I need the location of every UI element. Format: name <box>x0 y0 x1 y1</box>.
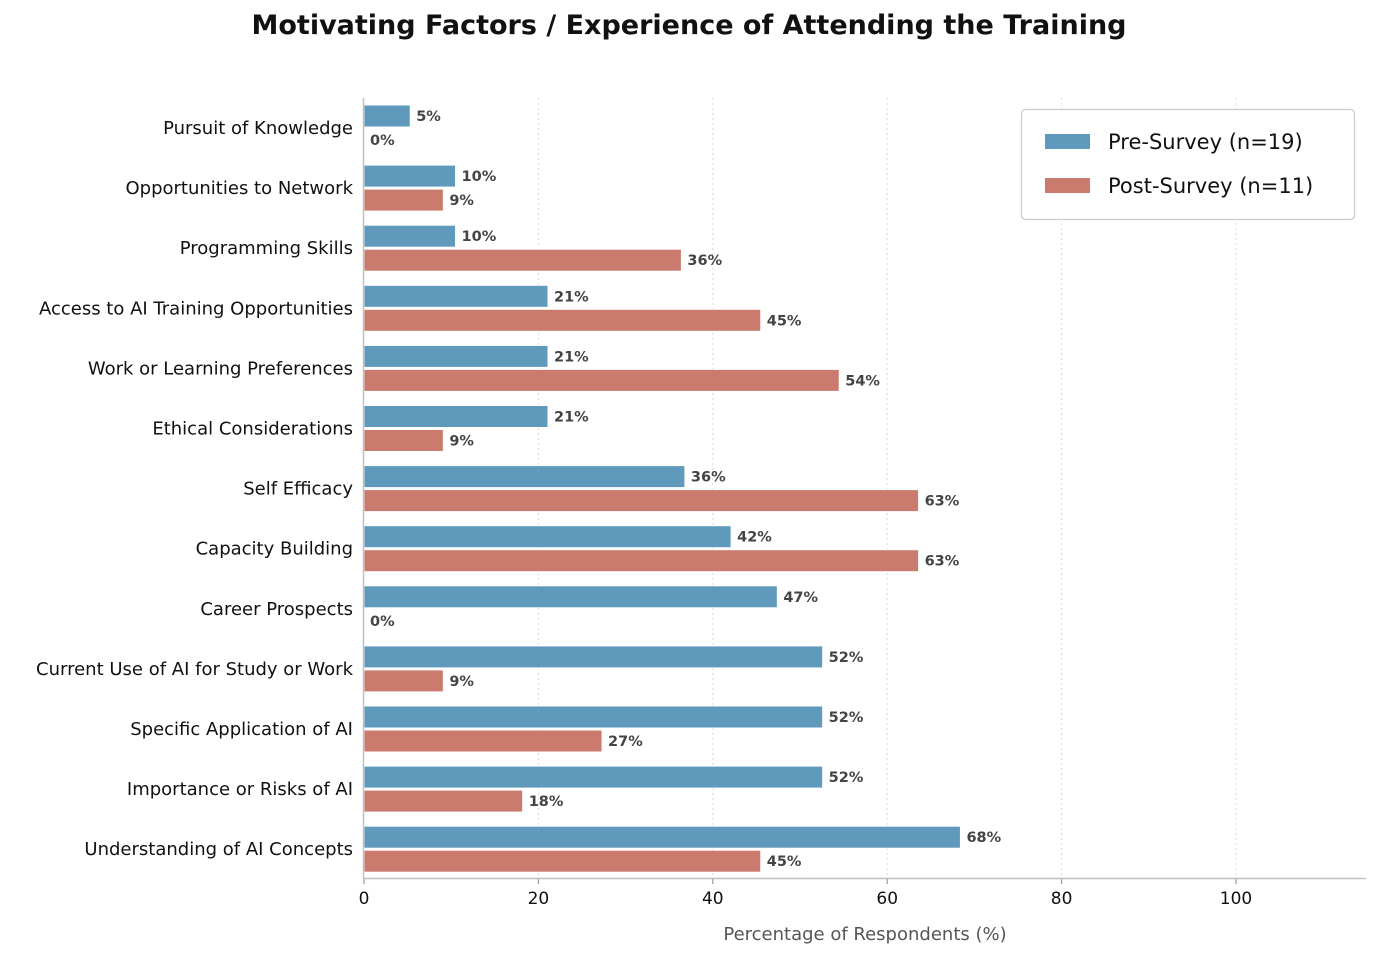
value-label-pre: 10% <box>462 169 497 185</box>
value-label-post: 9% <box>449 434 474 450</box>
value-label-pre: 5% <box>416 109 441 125</box>
x-tick-label: 80 <box>1051 889 1073 909</box>
legend-label-pre: Pre-Survey (n=19) <box>1108 130 1303 154</box>
x-tick-label: 40 <box>702 889 724 909</box>
legend-label-post: Post-Survey (n=11) <box>1108 174 1313 198</box>
value-labels: 5% 0% 10% 9% 10% 36% 21% 45% 21% 54% 21% 9% 36% 63% 42… <box>370 109 1002 870</box>
category-label: Pursuit of Knowledge <box>163 118 353 139</box>
category-label: Understanding of AI Concepts <box>84 839 353 860</box>
x-tick-label: 60 <box>876 889 898 909</box>
value-label-post: 18% <box>529 794 564 810</box>
category-label: Career Prospects <box>200 599 353 620</box>
x-tick-label: 100 <box>1220 889 1252 909</box>
category-label: Access to AI Training Opportunities <box>39 298 353 319</box>
bar-pre-survey <box>363 164 457 188</box>
value-label-post: 63% <box>925 554 960 570</box>
bar-pre-survey <box>363 344 549 368</box>
bar-pre-survey <box>363 465 686 489</box>
category-label: Ethical Considerations <box>152 419 353 440</box>
bar-pre-survey <box>363 825 961 849</box>
bar-pre-survey <box>363 525 732 549</box>
legend: Pre-Survey (n=19) Post-Survey (n=11) <box>1020 108 1356 221</box>
bar-post-survey <box>363 489 920 513</box>
value-label-pre: 21% <box>554 289 589 305</box>
bar-post-survey <box>363 549 920 573</box>
bar-pre-survey <box>363 645 824 669</box>
value-label-pre: 47% <box>783 590 818 606</box>
value-label-pre: 52% <box>829 710 864 726</box>
category-label: Self Efficacy <box>243 479 353 500</box>
bar-pre-survey <box>363 224 457 248</box>
bar-pre-survey <box>363 284 549 308</box>
value-label-post: 45% <box>767 313 802 329</box>
bar-pre-survey <box>363 705 824 729</box>
x-tick-label: 20 <box>528 889 550 909</box>
category-label: Current Use of AI for Study or Work <box>36 659 354 680</box>
x-tick-labels: 0 20 40 60 80 100 <box>359 878 1252 909</box>
value-label-pre: 21% <box>554 349 589 365</box>
value-label-post: 27% <box>608 734 643 750</box>
x-axis-label: Percentage of Respondents (%) <box>723 924 1006 945</box>
bar-pre-survey <box>363 585 778 609</box>
value-label-pre: 52% <box>829 650 864 666</box>
value-label-post: 54% <box>845 373 880 389</box>
bar-post-survey <box>363 669 444 693</box>
category-label: Importance or Risks of AI <box>127 779 353 800</box>
value-label-post: 0% <box>370 133 395 149</box>
value-label-post: 0% <box>370 614 395 630</box>
value-label-post: 63% <box>925 494 960 510</box>
legend-swatch-post <box>1045 178 1090 193</box>
value-label-post: 9% <box>449 193 474 209</box>
category-label: Opportunities to Network <box>126 178 354 199</box>
value-label-post: 36% <box>687 253 722 269</box>
category-labels: Pursuit of Knowledge Opportunities to Net… <box>36 118 354 860</box>
bar-post-survey <box>363 429 444 452</box>
bar-post-survey <box>363 248 682 272</box>
legend-swatch-pre <box>1045 134 1090 149</box>
category-label: Capacity Building <box>196 539 353 560</box>
bar-post-survey <box>363 308 762 332</box>
bar-post-survey <box>363 188 444 212</box>
bars <box>363 104 961 873</box>
category-label: Specific Application of AI <box>130 719 353 740</box>
bar-pre-survey <box>363 104 411 128</box>
value-label-post: 45% <box>767 854 802 870</box>
category-label: Work or Learning Preferences <box>88 358 353 379</box>
bar-pre-survey <box>363 765 824 789</box>
bar-pre-survey <box>363 405 549 428</box>
chart-title: Motivating Factors / Experience of Atten… <box>252 10 1127 41</box>
category-label: Programming Skills <box>180 238 353 259</box>
value-label-pre: 68% <box>966 830 1001 846</box>
value-label-pre: 10% <box>462 229 497 245</box>
value-label-pre: 21% <box>554 410 589 426</box>
bar-post-survey <box>363 789 524 813</box>
legend-box <box>1020 108 1356 221</box>
value-label-pre: 36% <box>691 470 726 486</box>
value-label-pre: 52% <box>829 770 864 786</box>
bar-post-survey <box>363 368 840 392</box>
value-label-post: 9% <box>449 674 474 690</box>
bar-post-survey <box>363 729 603 753</box>
x-tick-label: 0 <box>359 889 370 909</box>
value-label-pre: 42% <box>737 530 772 546</box>
bar-post-survey <box>363 849 762 873</box>
